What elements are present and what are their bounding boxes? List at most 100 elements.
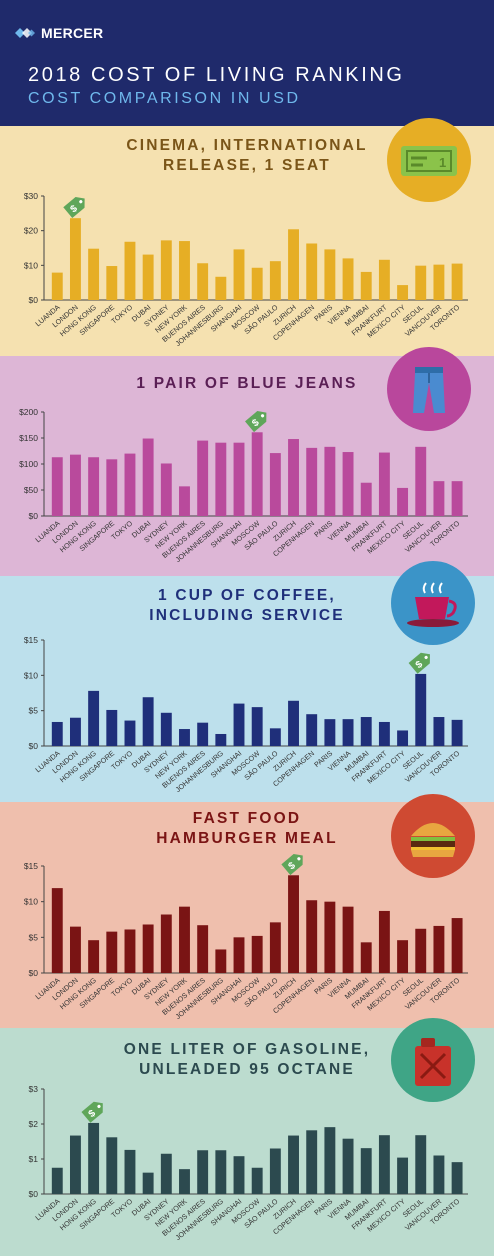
panel-title: ONE LITER OF GASOLINE,: [123, 1041, 371, 1058]
bar: [342, 906, 354, 973]
bar: [88, 248, 100, 300]
bar: [215, 442, 227, 516]
y-tick-label: $10: [24, 897, 38, 907]
bar: [233, 703, 245, 746]
bar: [88, 940, 100, 973]
bar: [124, 241, 136, 300]
panel-gas: ONE LITER OF GASOLINE, UNLEADED 95 OCTANE…: [0, 1018, 494, 1256]
bar: [69, 218, 81, 300]
panel-title: RELEASE, 1 SEAT: [163, 157, 331, 174]
y-tick-label: $200: [19, 407, 38, 417]
gas-can-icon: [415, 1038, 451, 1086]
bar: [106, 266, 118, 300]
bar: [215, 1150, 227, 1194]
svg-text:1: 1: [439, 155, 446, 170]
bar: [288, 700, 299, 746]
bar: [415, 265, 427, 300]
bar: [179, 1169, 190, 1194]
y-tick-label: $0: [29, 295, 39, 305]
bar: [233, 937, 245, 973]
y-tick-label: $2: [29, 1119, 39, 1129]
price-tag-icon: $: [245, 411, 267, 433]
y-tick-label: $0: [29, 511, 39, 521]
bar: [306, 447, 318, 516]
brand-name: MERCER: [41, 25, 104, 41]
bar: [415, 446, 427, 516]
bar: [179, 906, 190, 973]
bar: [397, 487, 409, 516]
bar: [433, 481, 445, 516]
bar: [251, 267, 263, 300]
bar: [288, 439, 299, 516]
bar: [51, 272, 63, 300]
coffee-cup-badge: [391, 561, 475, 645]
bar: [360, 1148, 372, 1194]
bar: [360, 482, 372, 516]
bar: [160, 463, 172, 516]
bar: [433, 264, 445, 300]
hamburger-badge: [391, 794, 475, 878]
price-tag-icon: $: [281, 854, 303, 876]
bar: [269, 922, 281, 973]
bar: [88, 690, 100, 746]
gas-can-badge: [391, 1018, 475, 1102]
bar: [415, 1135, 427, 1194]
price-tag-icon: $: [408, 652, 430, 674]
x-tick-label: TOKYO: [109, 975, 134, 998]
bar: [197, 263, 209, 300]
jeans-icon: [413, 367, 445, 413]
header-banner: MERCER 2018 COST OF LIVING RANKING COST …: [0, 0, 494, 126]
bar: [451, 918, 463, 973]
bar: [51, 457, 63, 516]
bar: [342, 258, 354, 300]
bar: [269, 728, 281, 746]
bar: [360, 717, 372, 746]
bar: [51, 721, 63, 746]
bar: [269, 453, 281, 516]
panel-coffee: 1 CUP OF COFFEE, INCLUDING SERVICE $0 $5 $10…: [0, 561, 494, 802]
y-tick-label: $20: [24, 226, 38, 236]
bar: [378, 721, 390, 746]
bar: [324, 249, 336, 300]
ticket-icon: 1: [401, 146, 457, 176]
bar: [288, 229, 299, 300]
bar: [51, 1167, 63, 1194]
bar: [306, 1130, 318, 1194]
bar: [106, 459, 118, 516]
price-tag-icon: $: [63, 196, 85, 218]
bar: [360, 271, 372, 300]
bar: [160, 712, 172, 746]
bar: [324, 1127, 336, 1194]
bar: [69, 454, 81, 516]
bar: [269, 1148, 281, 1194]
bar: [106, 709, 118, 746]
bar: [88, 1122, 100, 1194]
bar: [215, 733, 227, 746]
bar: [142, 254, 154, 300]
panel-title: INCLUDING SERVICE: [149, 607, 345, 624]
y-tick-label: $100: [19, 459, 38, 469]
bar: [124, 929, 136, 973]
bar: [142, 438, 154, 516]
panel-cinema: CINEMA, INTERNATIONAL RELEASE, 1 SEAT 1 $0 $…: [0, 118, 494, 356]
bar: [342, 719, 354, 746]
y-tick-label: $0: [29, 968, 39, 978]
bar: [142, 1172, 154, 1194]
bar: [142, 924, 154, 973]
x-tick-label: TOKYO: [109, 518, 134, 541]
bar: [451, 481, 463, 516]
bar: [142, 697, 154, 746]
y-tick-label: $10: [24, 260, 38, 270]
bar: [197, 925, 209, 973]
jeans-badge: [387, 347, 471, 431]
bar: [251, 707, 263, 746]
bar: [197, 440, 209, 516]
panel-burger: FAST FOOD HAMBURGER MEAL $0 $5 $10 $15 LUANDA L…: [0, 794, 494, 1028]
page-subtitle: COST COMPARISON IN USD: [28, 90, 301, 107]
bar: [197, 1150, 209, 1194]
bar: [124, 1149, 136, 1194]
bar: [179, 241, 190, 300]
